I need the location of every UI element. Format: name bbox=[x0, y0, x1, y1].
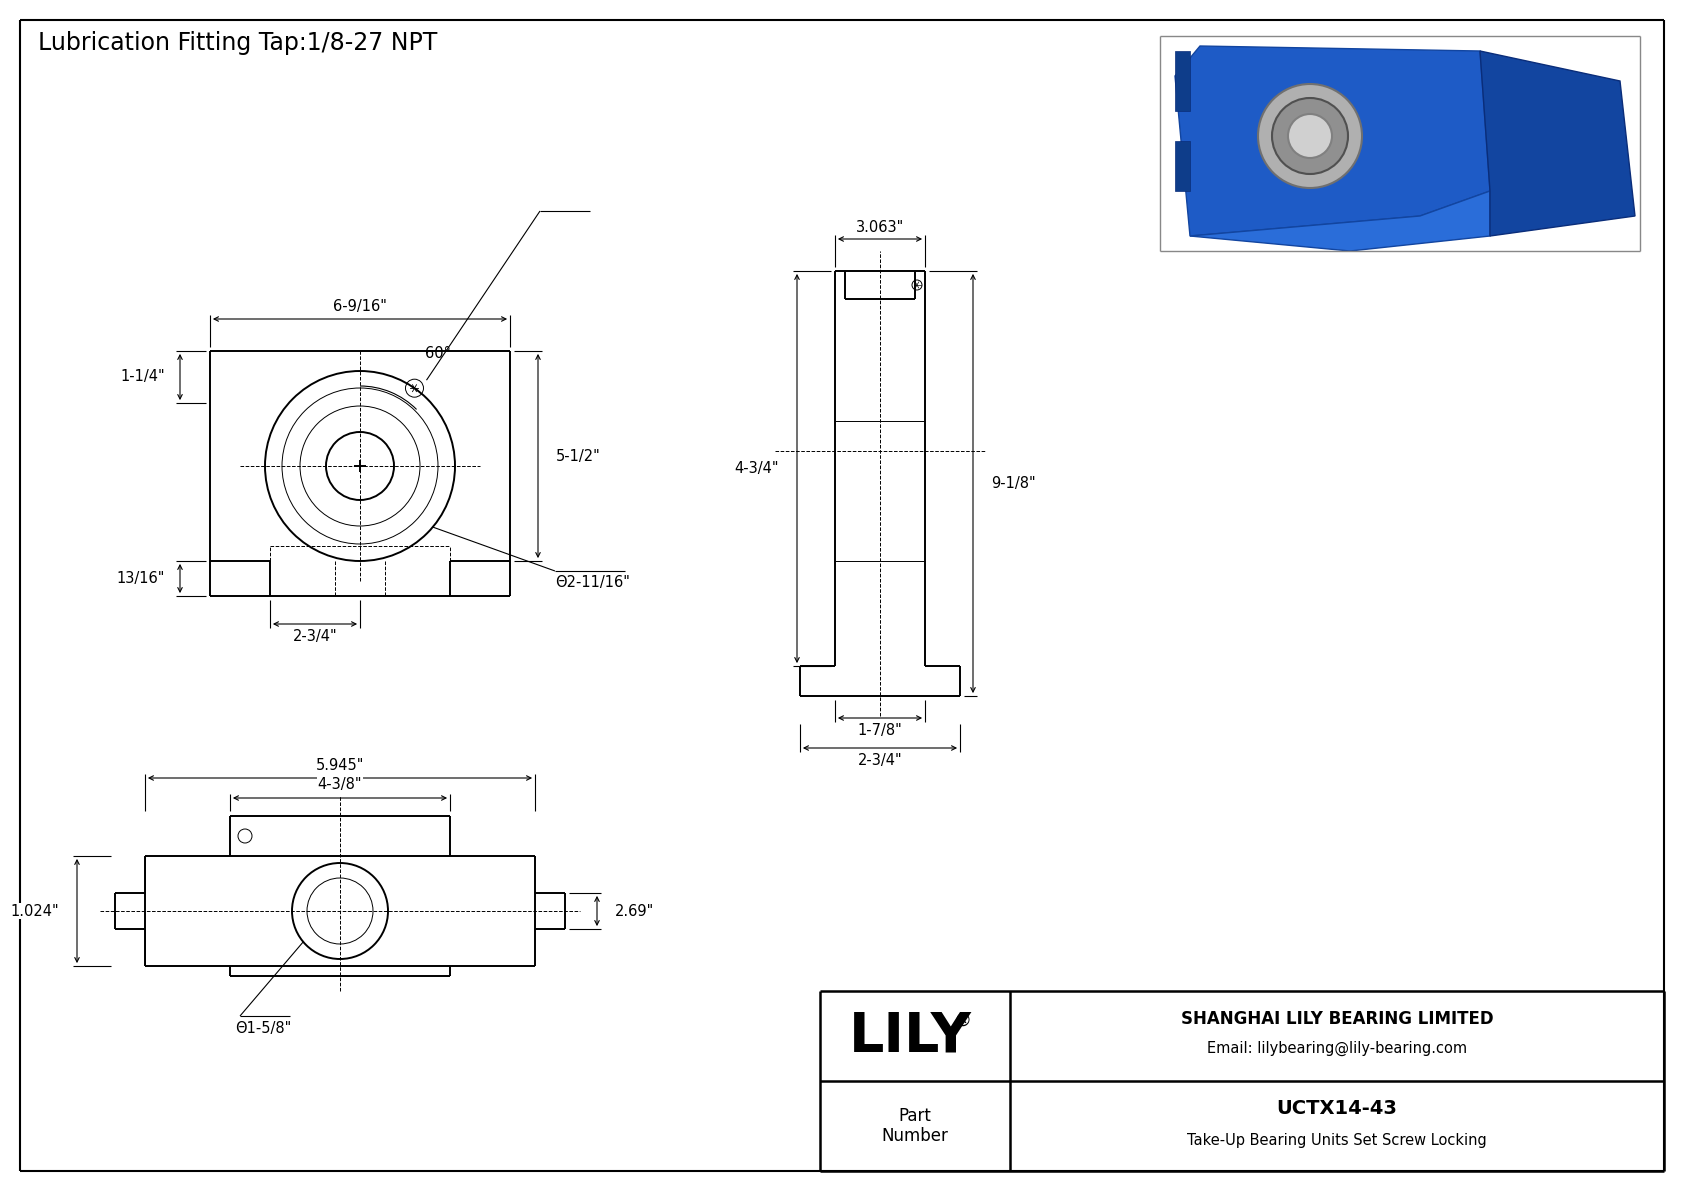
Circle shape bbox=[1271, 98, 1347, 174]
Polygon shape bbox=[1175, 141, 1191, 191]
Text: 1-1/4": 1-1/4" bbox=[120, 369, 165, 385]
Polygon shape bbox=[1191, 191, 1490, 251]
Polygon shape bbox=[1175, 46, 1490, 236]
Circle shape bbox=[1288, 114, 1332, 158]
Text: 5.945": 5.945" bbox=[317, 757, 364, 773]
Polygon shape bbox=[1480, 51, 1635, 236]
Text: Θ2-11/16": Θ2-11/16" bbox=[556, 575, 630, 590]
Text: Lubrication Fitting Tap:1/8-27 NPT: Lubrication Fitting Tap:1/8-27 NPT bbox=[39, 31, 438, 55]
Text: 4-3/8": 4-3/8" bbox=[318, 778, 362, 792]
Text: LILY: LILY bbox=[849, 1009, 972, 1064]
Text: 2-3/4": 2-3/4" bbox=[857, 753, 903, 767]
Text: 6-9/16": 6-9/16" bbox=[333, 299, 387, 314]
Circle shape bbox=[1258, 85, 1362, 188]
Polygon shape bbox=[1175, 51, 1191, 111]
Text: Email: lilybearing@lily-bearing.com: Email: lilybearing@lily-bearing.com bbox=[1207, 1041, 1467, 1055]
Text: 9-1/8": 9-1/8" bbox=[990, 476, 1036, 491]
Text: 13/16": 13/16" bbox=[116, 570, 165, 586]
Text: SHANGHAI LILY BEARING LIMITED: SHANGHAI LILY BEARING LIMITED bbox=[1180, 1010, 1494, 1028]
Text: 1.024": 1.024" bbox=[10, 904, 59, 918]
Text: 2.69": 2.69" bbox=[615, 904, 655, 918]
Text: ®: ® bbox=[953, 1012, 972, 1030]
Text: UCTX14-43: UCTX14-43 bbox=[1276, 1098, 1398, 1117]
Text: 2-3/4": 2-3/4" bbox=[293, 629, 337, 643]
Text: Θ1-5/8": Θ1-5/8" bbox=[236, 1021, 291, 1036]
Text: Part
Number: Part Number bbox=[881, 1106, 948, 1146]
Text: 60°: 60° bbox=[424, 347, 451, 361]
Text: 3.063": 3.063" bbox=[855, 219, 904, 235]
Text: 4-3/4": 4-3/4" bbox=[734, 461, 780, 476]
Text: 1-7/8": 1-7/8" bbox=[857, 723, 903, 737]
Text: 5-1/2": 5-1/2" bbox=[556, 449, 601, 463]
Text: Take-Up Bearing Units Set Screw Locking: Take-Up Bearing Units Set Screw Locking bbox=[1187, 1134, 1487, 1148]
